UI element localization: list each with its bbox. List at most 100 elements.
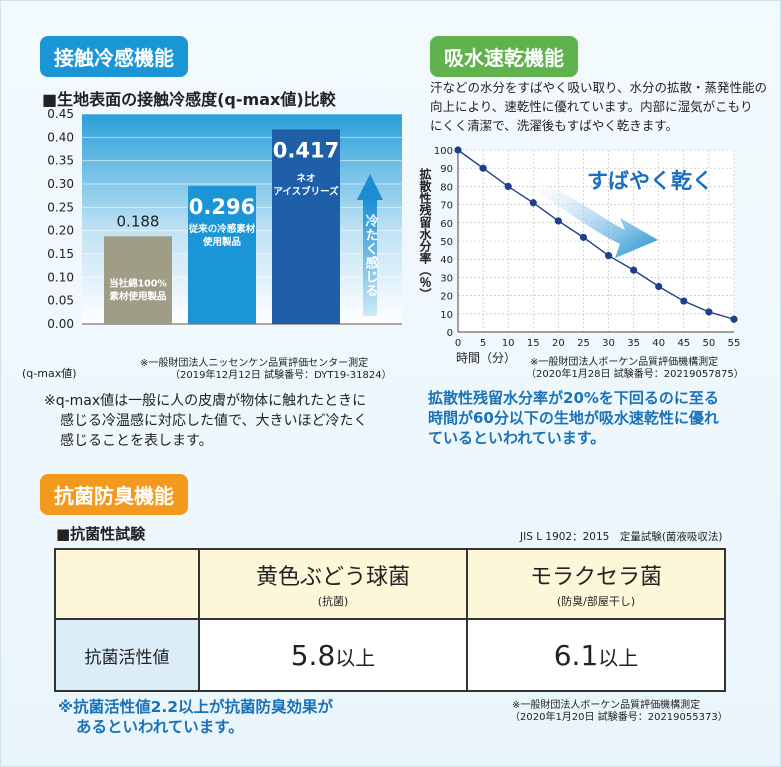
- line-ytick-label: 0: [447, 328, 453, 339]
- line-data-point: [479, 164, 487, 172]
- line-xtick-label: 25: [577, 338, 590, 349]
- line-ytick-label: 100: [434, 146, 453, 157]
- cooling-note-line1: ※q-max値は一般に人の皮膚が物体に触れたときに: [44, 393, 367, 409]
- cooling-note-line3: 感じることを表します。: [60, 433, 213, 449]
- drying-desc-line1: 汗などの水分をすばやく吸い取り、水分の拡散・蒸発性能の: [430, 80, 768, 95]
- drying-source-line1: ※一般財団法人ボーケン品質評価機構測定: [530, 357, 719, 368]
- drying-xlabel: 時間（分）: [456, 351, 517, 365]
- line-xtick-label: 0: [455, 338, 461, 349]
- moraxella-name: モラクセラ菌: [529, 565, 662, 590]
- bar-category-label: ネオ: [296, 173, 315, 184]
- line-data-point: [579, 233, 588, 241]
- line-data-point: [529, 199, 537, 207]
- bar-ytick-label: 0.25: [47, 200, 74, 214]
- line-xtick-label: 15: [527, 338, 540, 349]
- quick-dry-label: すばやく乾く: [587, 169, 713, 193]
- colder-arrow: 冷たく感じる: [357, 174, 383, 316]
- drying-note-line2: 時間が60分以下の生地が吸水速乾性に優れ: [428, 409, 719, 427]
- bar-ytick-label: 0.05: [47, 294, 74, 308]
- bar-value-label: 0.188: [117, 212, 160, 230]
- drying-section-title: 吸水速乾機能: [430, 36, 578, 77]
- line-ytick-label: 10: [440, 310, 453, 321]
- line-ytick-label: 70: [440, 201, 453, 212]
- drying-description: 汗などの水分をすばやく吸い取り、水分の拡散・蒸発性能の 向上により、速乾性に優れ…: [430, 78, 767, 135]
- row-label-activity: 抗菌活性値: [54, 618, 200, 692]
- line-ytick-label: 60: [440, 219, 453, 230]
- antibac-note-line2: あるといわれています。: [76, 718, 244, 736]
- staph-value: 5.8: [290, 638, 336, 672]
- bar-ytick-label: 0.45: [47, 108, 74, 121]
- cooling-source-line1: ※一般財団法人ニッセンケン品質評価センター測定: [140, 358, 369, 369]
- cooling-note: ※q-max値は一般に人の皮膚が物体に触れたときに 感じる冷温感に対応した値で、…: [44, 391, 367, 451]
- bar-ytick-label: 0.00: [47, 317, 74, 331]
- line-xtick-label: 40: [652, 338, 665, 349]
- bar-ytick-label: 0.35: [47, 154, 74, 168]
- antibac-note-line1: ※抗菌活性値2.2以上が抗菌防臭効果が: [58, 698, 334, 716]
- antibac-source-line1: ※一般財団法人ボーケン品質評価機構測定: [512, 700, 701, 711]
- bar-3: [272, 129, 340, 324]
- drying-desc-line3: にくく清潔で、洗濯後もすばやく乾きます。: [430, 118, 679, 133]
- bar-ytick-label: 0.10: [47, 270, 74, 284]
- bar-ytick-label: 0.40: [47, 130, 74, 144]
- antibac-table: 黄色ぶどう球菌 (抗菌) モラクセラ菌 (防臭/部屋干し) 抗菌活性値 5.8以…: [54, 548, 726, 692]
- quick-dry-arrow: [538, 180, 658, 258]
- bar-ytick-label: 0.20: [47, 224, 74, 238]
- antibac-section-title: 抗菌防臭機能: [40, 474, 188, 515]
- qmax-unit-label: (q-max値): [22, 367, 77, 380]
- antibac-standard: JIS L 1902：2015 定量試験(菌液吸収法): [520, 531, 723, 543]
- line-ytick-label: 20: [440, 292, 453, 303]
- line-xtick-label: 30: [602, 338, 615, 349]
- line-xtick-label: 5: [480, 338, 486, 349]
- cooling-note-line2: 感じる冷温感に対応した値で、大きいほど冷たく: [60, 413, 368, 429]
- bar-category-label: 当社綿100%: [109, 277, 167, 289]
- staph-value-cell: 5.8以上: [198, 618, 468, 692]
- drying-note-line1: 拡散性残留水分率が20%を下回るのに至る: [428, 389, 719, 407]
- bar-category-label: 従来の冷感素材: [188, 223, 256, 235]
- antibac-note: ※抗菌活性値2.2以上が抗菌防臭効果が あるといわれています。: [58, 697, 333, 737]
- table-corner-cell: [54, 548, 200, 620]
- line-ytick-label: 90: [440, 164, 453, 175]
- line-xtick-label: 50: [703, 338, 716, 349]
- qmax-bar-chart: 0.00 0.05 0.10 0.15 0.20 0.25 0.30 0.35 0.40 0.45…: [47, 108, 402, 331]
- drying-note: 拡散性残留水分率が20%を下回るのに至る 時間が60分以下の生地が吸水速乾性に優…: [428, 388, 719, 448]
- moraxella-value: 6.1: [553, 638, 599, 672]
- bar-1: [104, 236, 172, 324]
- staph-value-suffix: 以上: [335, 645, 376, 670]
- moraxella-value-cell: 6.1以上: [466, 618, 726, 692]
- drying-line-chart: すばやく乾く 0 10 20 30 40 50 60 70 80 90 100 0 5 10 15 20 25 3…: [434, 146, 741, 349]
- bar-category-label: アイスブリーズ: [273, 185, 339, 197]
- moraxella-value-suffix: 以上: [598, 645, 639, 670]
- colder-arrow-label: 冷たく感じる: [363, 213, 379, 298]
- line-xtick-label: 10: [502, 338, 515, 349]
- line-data-point: [680, 297, 688, 305]
- bar-category-label: 使用製品: [202, 236, 241, 248]
- line-xtick-label: 55: [728, 338, 741, 349]
- line-ytick-label: 40: [440, 255, 453, 266]
- line-data-point: [604, 251, 613, 260]
- cooling-chart-heading: ■生地表面の接触冷感度(q-max値)比較: [42, 90, 336, 109]
- staph-name: 黄色ぶどう球菌: [255, 565, 410, 590]
- line-ytick-label: 50: [440, 237, 453, 248]
- table-header-moraxella: モラクセラ菌 (防臭/部屋干し): [466, 548, 726, 620]
- bar-category-label: 素材使用製品: [108, 290, 166, 302]
- line-data-point: [504, 182, 512, 190]
- bar-2: [188, 185, 256, 324]
- table-header-staph: 黄色ぶどう球菌 (抗菌): [198, 548, 468, 620]
- line-data-point: [454, 146, 462, 154]
- cooling-section-title: 接触冷感機能: [40, 36, 188, 77]
- line-data-point: [655, 282, 663, 291]
- line-data-point: [554, 217, 562, 225]
- line-xtick-label: 35: [627, 338, 640, 349]
- line-ytick-label: 80: [440, 182, 453, 193]
- bar-ytick-label: 0.15: [47, 247, 74, 261]
- line-data-point: [630, 266, 638, 274]
- bar-value-label: 0.417: [273, 138, 339, 162]
- drying-source-line2: （2020年1月28日 試験番号：20219057875）: [526, 369, 744, 380]
- staph-sub: (抗菌): [317, 595, 349, 608]
- bar-ytick-label: 0.30: [47, 177, 74, 191]
- drying-series-line: [457, 149, 735, 320]
- line-xtick-label: 20: [552, 338, 565, 349]
- line-xtick-label: 45: [677, 338, 690, 349]
- cooling-source-line2: （2019年12月12日 試験番号：DYT19-31824）: [170, 370, 392, 381]
- drying-ylabel: 拡散性残留水分率（％）: [418, 168, 432, 300]
